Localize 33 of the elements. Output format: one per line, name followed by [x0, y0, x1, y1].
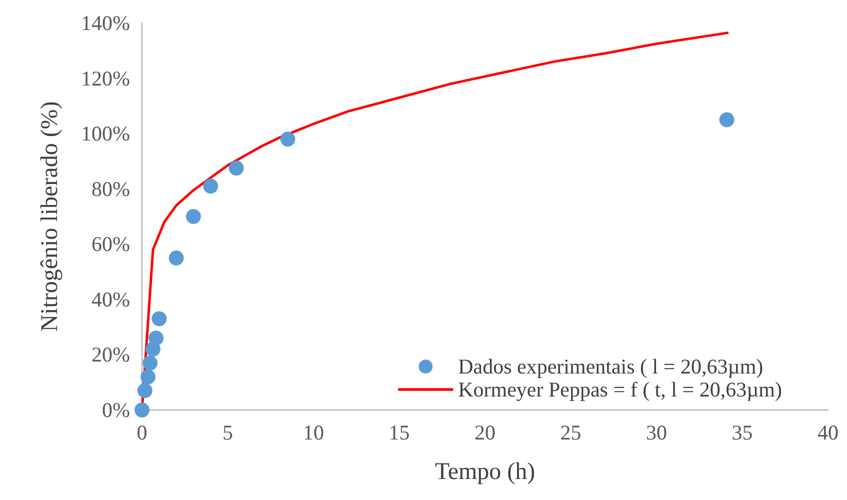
point: [228, 160, 244, 176]
x-tick-label: 5: [222, 420, 233, 444]
point: [137, 383, 152, 398]
point: [719, 112, 734, 128]
x-tick-label: 15: [388, 420, 410, 444]
x-tick-label: 30: [646, 420, 667, 444]
y-tick-label: 20%: [92, 342, 130, 367]
legend-label: Dados experimentais ( l = 20,63µm): [458, 354, 764, 378]
x-tick-label: 25: [560, 420, 582, 444]
point: [142, 356, 158, 371]
point: [140, 369, 156, 384]
point: [168, 250, 184, 266]
point: [186, 209, 201, 224]
x-tick-label: 40: [818, 420, 838, 444]
x-tick-label: 10: [303, 420, 324, 444]
x-axis-title: Tempo (h): [434, 459, 536, 485]
point: [203, 178, 218, 194]
point: [148, 330, 164, 346]
y-tick-label: 40%: [92, 287, 130, 312]
y-tick-label: 80%: [92, 176, 130, 201]
point: [134, 402, 150, 418]
y-axis-title: Nitrogênio liberado (%): [37, 101, 63, 332]
x-tick-label: 20: [474, 420, 496, 444]
y-tick-label: 0%: [102, 398, 130, 422]
x-tick-label: 35: [732, 420, 753, 444]
point: [152, 311, 167, 326]
y-tick-label: 140%: [81, 11, 130, 35]
y-tick-label: 100%: [81, 122, 130, 146]
legend-label: Kormeyer Peppas = f ( t, l = 20,63µm): [458, 378, 782, 402]
y-tick-label: 60%: [92, 232, 130, 256]
point: [280, 132, 296, 147]
y-tick-label: 120%: [81, 66, 130, 90]
x-tick-label: 0: [136, 420, 148, 444]
